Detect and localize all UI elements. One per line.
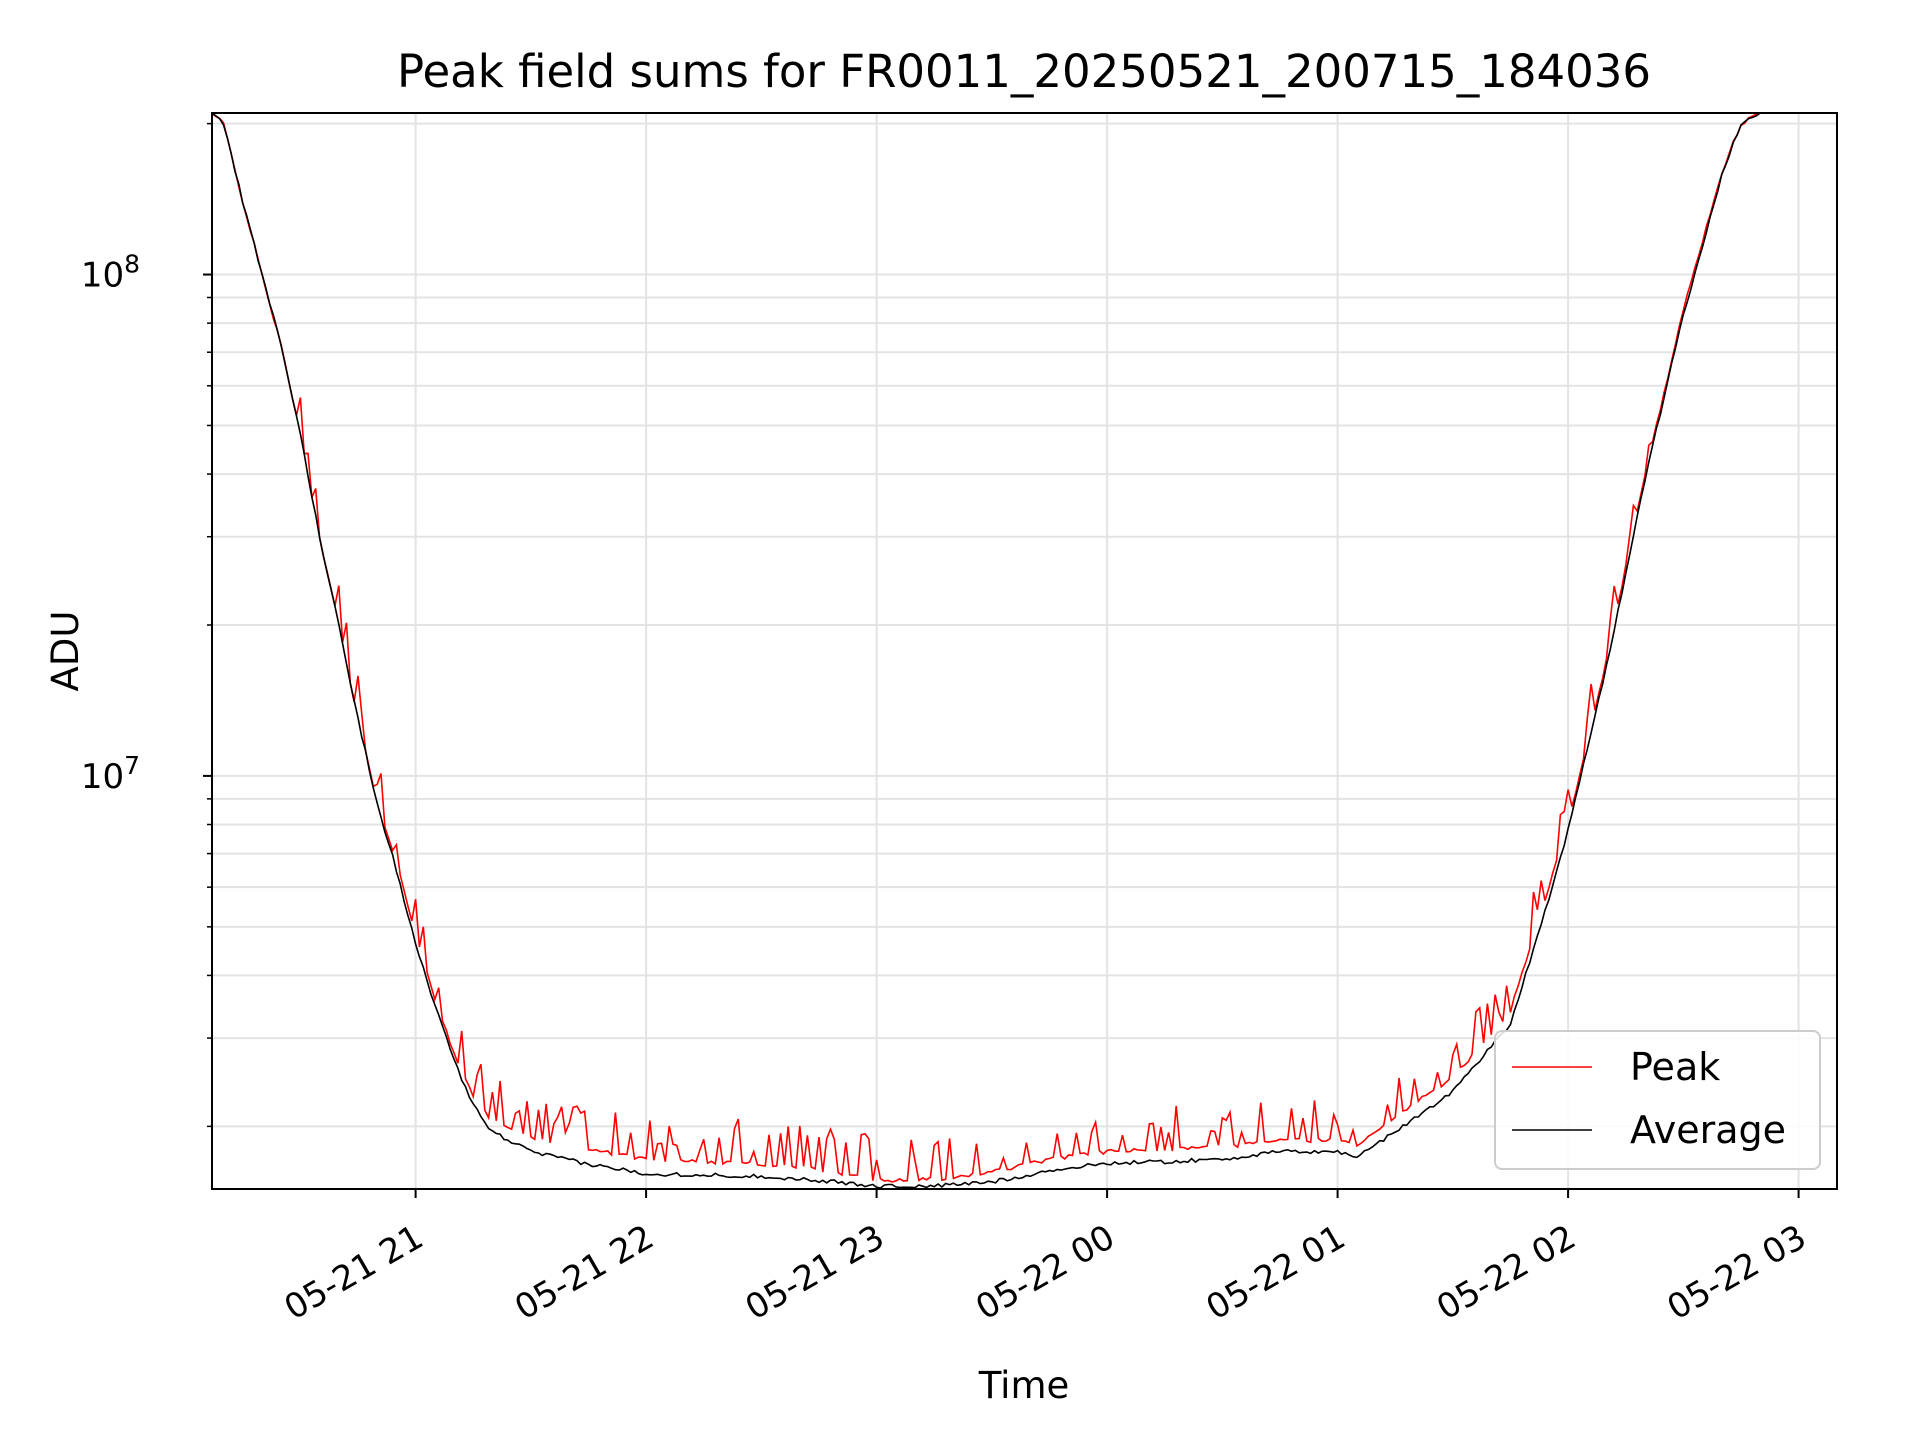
y-axis-label: ADU: [44, 611, 87, 692]
legend-box: [1494, 1030, 1821, 1170]
chart-title: Peak field sums for FR0011_20250521_2007…: [397, 45, 1651, 98]
grid: [212, 113, 1837, 1189]
y-tick-label: 108: [81, 250, 140, 296]
legend: Peak Average: [1494, 1030, 1821, 1170]
series-line-peak: [211, 112, 1761, 1183]
legend-label-peak: Peak: [1630, 1045, 1720, 1089]
legend-label-average: Average: [1630, 1108, 1786, 1152]
plot-frame: [211, 112, 1838, 1190]
x-axis-label: Time: [978, 1364, 1070, 1407]
y-tick-label: 107: [81, 751, 140, 797]
